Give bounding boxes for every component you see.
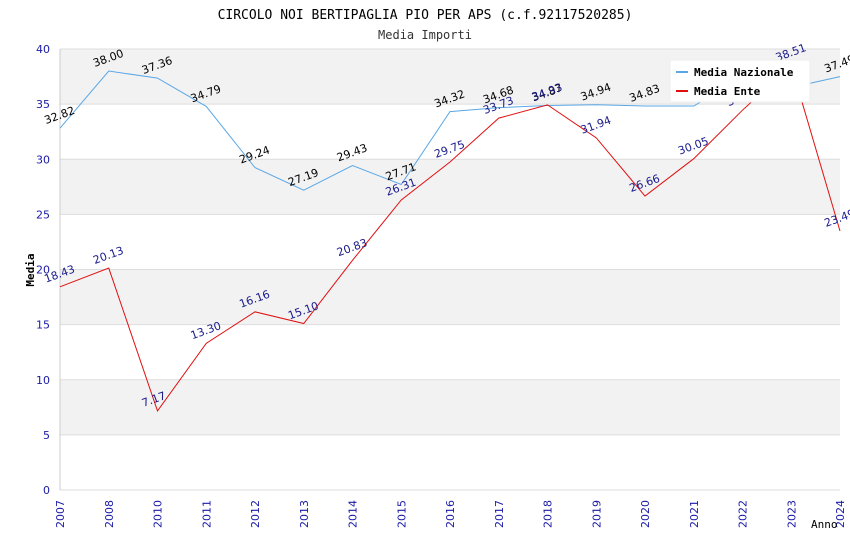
legend: Media Nazionale Media Ente — [669, 59, 811, 103]
y-tick-label: 35 — [36, 98, 50, 111]
x-tick-label: 2013 — [298, 500, 311, 528]
gridlines — [60, 48, 840, 491]
x-axis-label: Anno — [811, 518, 838, 531]
background-bands — [60, 49, 840, 490]
chart-subtitle: Media Importi — [378, 28, 472, 42]
x-tick-label: 2017 — [493, 500, 506, 528]
x-tick-label: 2007 — [54, 500, 67, 528]
y-tick-label: 10 — [36, 374, 50, 387]
axes: 0 5 10 15 20 25 30 35 40 2007 2008 2010 2011 2012 2013… — [36, 43, 847, 528]
y-tick-label: 40 — [36, 43, 50, 56]
background-band — [60, 324, 840, 380]
x-tick-label: 2015 — [395, 500, 408, 528]
y-tick-label: 20 — [36, 264, 50, 277]
x-tick-label: 2014 — [347, 500, 360, 528]
x-tick-label: 2024 — [834, 500, 847, 528]
x-tick-label: 2018 — [542, 500, 555, 528]
x-tick-label: 2012 — [249, 500, 262, 528]
x-tick-label: 2019 — [590, 500, 603, 528]
background-band — [60, 379, 840, 435]
x-tick-label: 2020 — [639, 500, 652, 528]
x-tick-label: 2008 — [103, 500, 116, 528]
x-tick-label: 2010 — [152, 500, 165, 528]
background-band — [60, 159, 840, 215]
x-tick-label: 2011 — [200, 500, 213, 528]
y-tick-label: 0 — [43, 484, 50, 497]
y-tick-label: 30 — [36, 153, 50, 166]
x-tick-label: 2022 — [737, 500, 750, 528]
legend-label: Media Ente — [694, 85, 761, 98]
background-band — [60, 269, 840, 325]
x-tick-label: 2023 — [785, 500, 798, 528]
chart-title: CIRCOLO NOI BERTIPAGLIA PIO PER APS (c.f… — [218, 8, 633, 23]
background-band — [60, 214, 840, 270]
background-band — [60, 434, 840, 490]
y-tick-label: 5 — [43, 429, 50, 442]
y-tick-label: 15 — [36, 319, 50, 332]
legend-box — [669, 59, 811, 103]
series-line-media-ente — [59, 64, 841, 413]
x-tick-label: 2016 — [444, 500, 457, 528]
y-axis-label: Media — [24, 253, 37, 286]
x-tick-label: 2021 — [688, 500, 701, 528]
y-tick-label: 25 — [36, 208, 50, 221]
background-band — [60, 104, 840, 160]
legend-label: Media Nazionale — [694, 66, 794, 79]
